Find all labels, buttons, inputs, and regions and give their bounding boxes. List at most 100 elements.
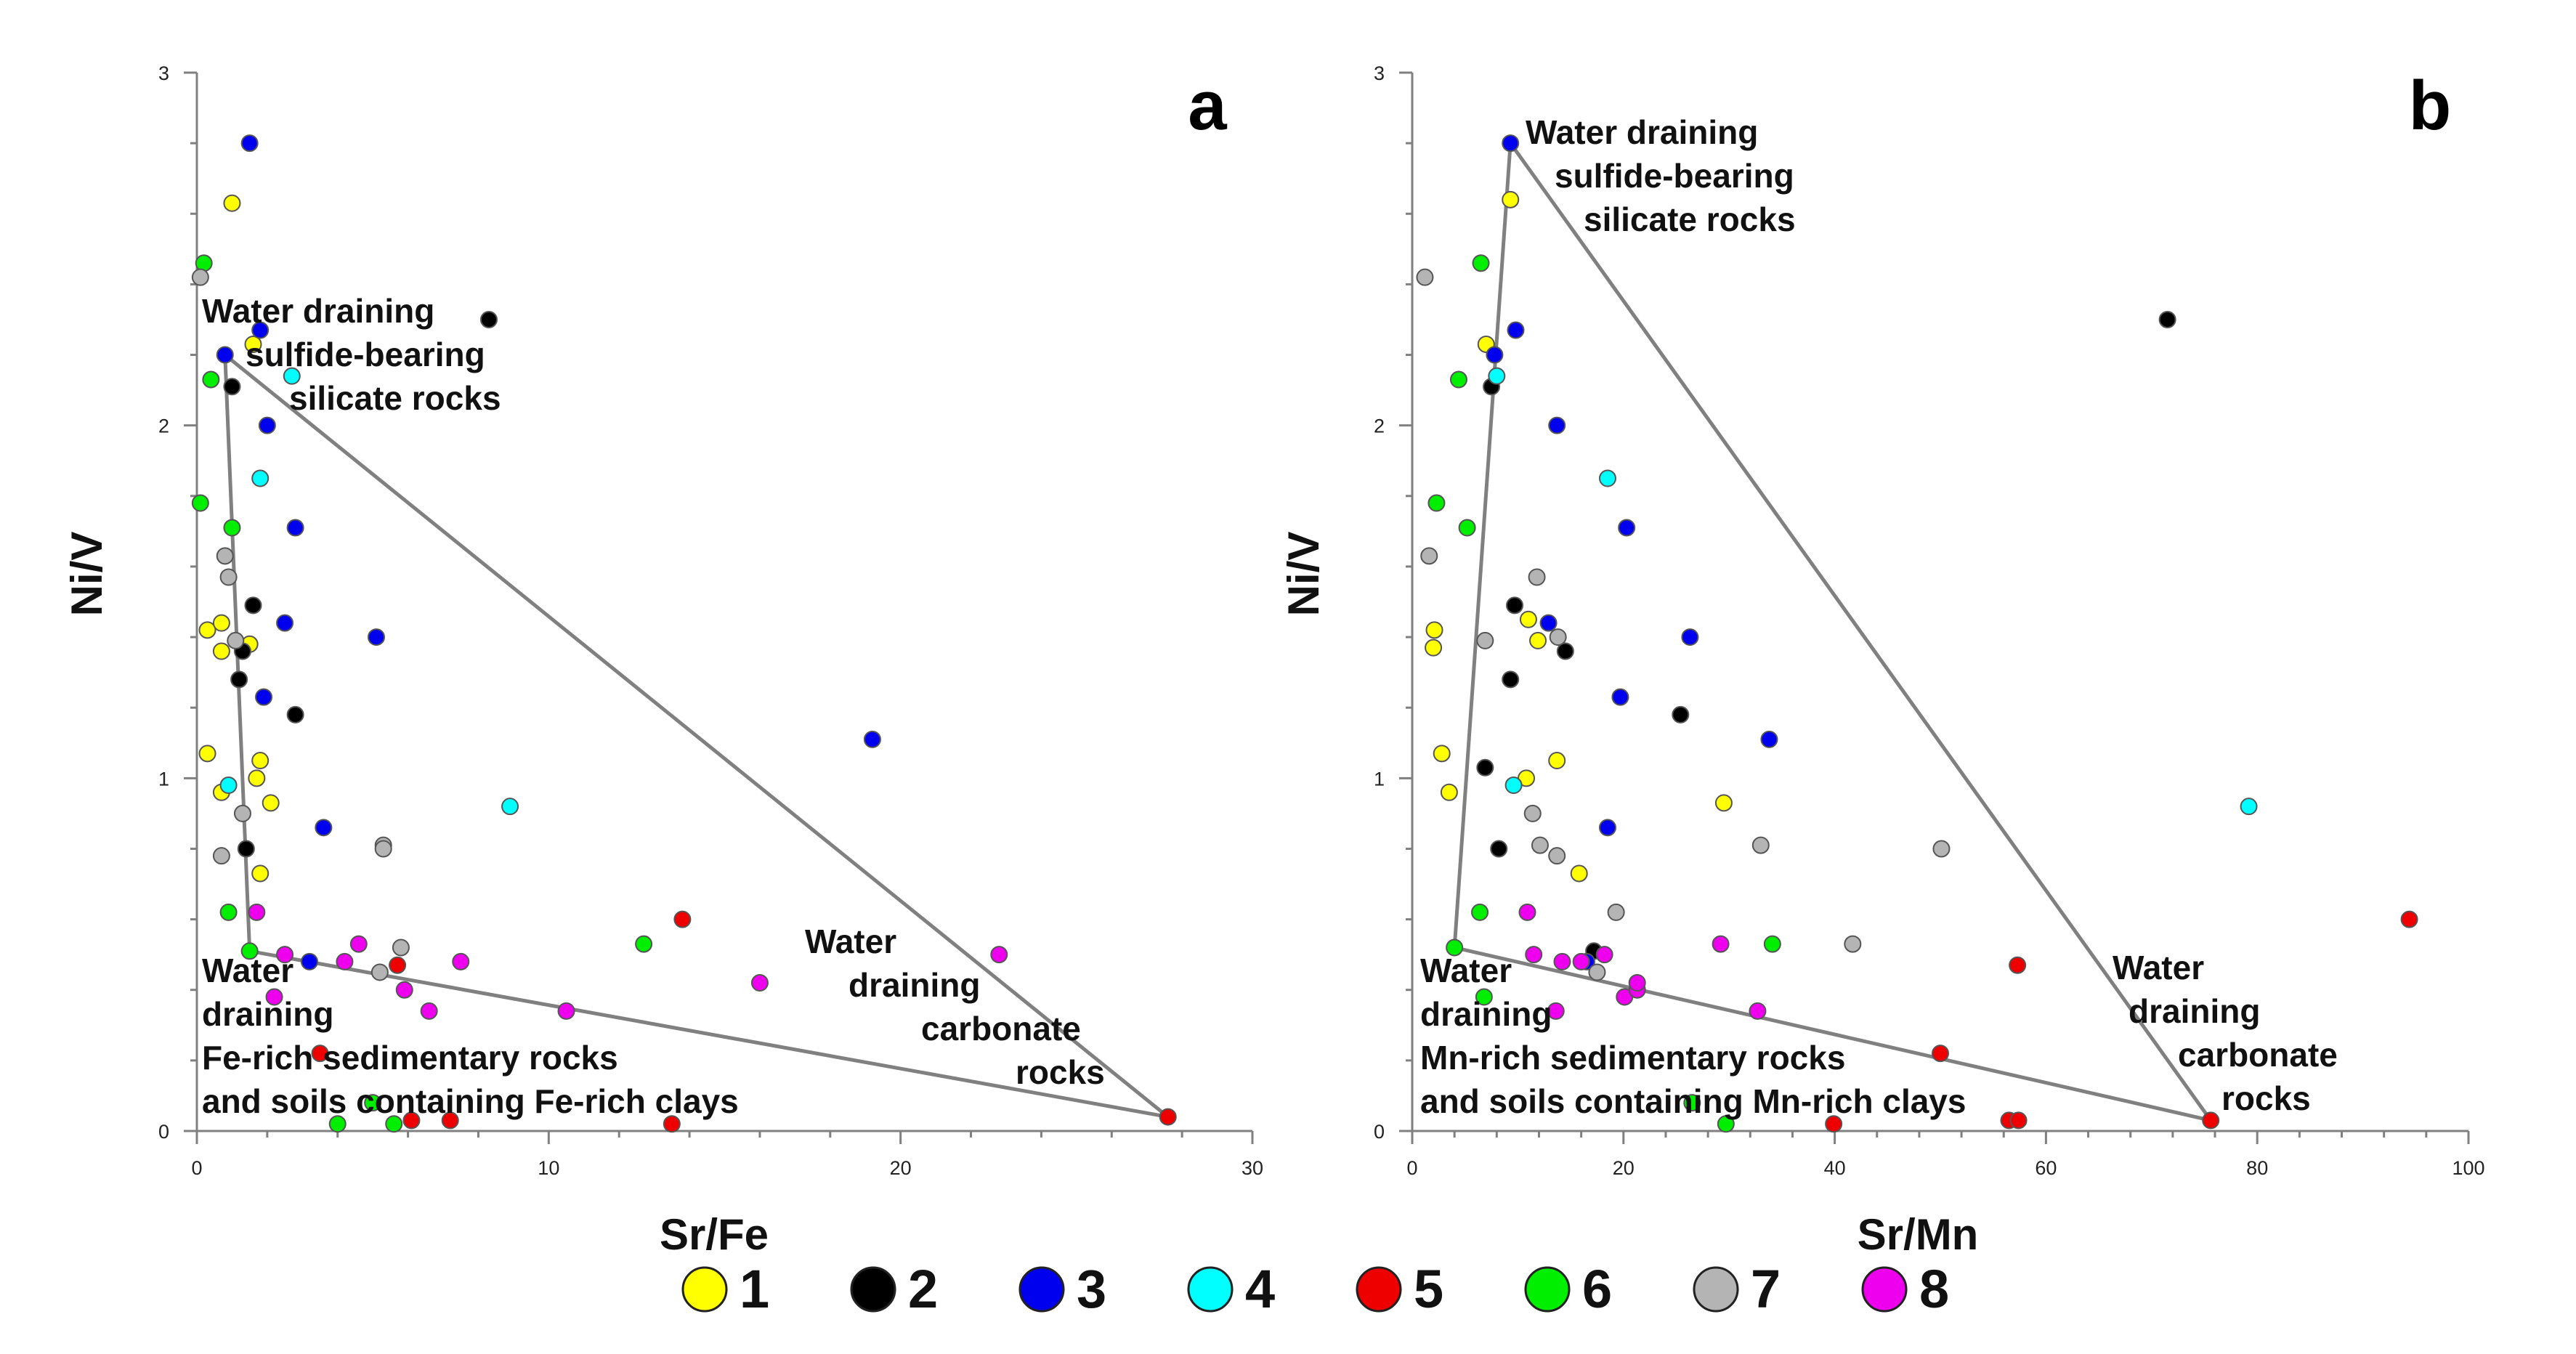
annotation-line: Water draining <box>1526 113 1758 151</box>
data-point-group-4 <box>1504 777 1523 795</box>
legend-item-8: 8 <box>1861 1259 1949 1319</box>
panel-a-xlabel: Sr/Fe <box>660 1210 769 1259</box>
data-point-group-3 <box>1548 416 1566 434</box>
data-point-group-2 <box>479 310 498 328</box>
data-point-group-1 <box>223 194 241 212</box>
data-point-group-8 <box>1712 935 1730 953</box>
data-point-group-2 <box>230 670 248 689</box>
data-point-group-7 <box>216 547 234 565</box>
y-tick-label: 0 <box>1374 1121 1385 1143</box>
data-point-group-3 <box>258 416 276 434</box>
data-point-group-3 <box>1539 614 1558 632</box>
legend-label: 7 <box>1751 1259 1781 1319</box>
data-point-group-8 <box>1525 946 1543 964</box>
data-point-group-1 <box>244 335 262 353</box>
data-point-group-4 <box>2240 798 2258 816</box>
data-point-group-5 <box>673 910 692 928</box>
legend-marker <box>1018 1266 1065 1313</box>
data-point-group-3 <box>1681 628 1699 646</box>
data-point-group-3 <box>315 819 333 837</box>
data-point-group-2 <box>1556 642 1574 660</box>
data-point-group-6 <box>219 903 238 921</box>
annotation-line: silicate rocks <box>289 379 501 417</box>
x-tick-label: 60 <box>2035 1157 2057 1179</box>
data-point-group-7 <box>1420 547 1438 565</box>
data-point-group-6 <box>1717 1115 1735 1133</box>
legend-marker <box>1861 1266 1908 1313</box>
data-point-group-5 <box>402 1111 421 1130</box>
data-point-group-5 <box>389 956 407 974</box>
legend-marker <box>1693 1266 1739 1313</box>
annotation-line: carbonate <box>921 1010 1081 1047</box>
data-point-group-6 <box>1446 939 1464 957</box>
data-point-group-1 <box>1714 794 1733 812</box>
panel-b-letter: b <box>2409 67 2452 145</box>
data-point-group-5 <box>2009 956 2027 974</box>
legend-item-1: 1 <box>681 1259 769 1319</box>
legend-marker <box>1356 1266 1402 1313</box>
data-point-group-6 <box>223 519 241 537</box>
data-point-group-8 <box>1595 946 1613 964</box>
x-tick-label: 20 <box>890 1157 912 1179</box>
panel-b-annotation-mn-rich: Water draining Mn-rich sedimentary rocks… <box>1420 952 1966 1120</box>
panel-b-annotation-sulfide: Water draining sulfide-bearing silicate … <box>1526 113 1804 238</box>
panel-b-xlabel: Sr/Mn <box>1858 1210 1979 1259</box>
data-point-group-2 <box>237 840 255 858</box>
boundary-triangle <box>1452 142 2216 1124</box>
panel-a: 0 10 20 30 0 1 2 3 <box>158 62 1263 1179</box>
data-point-group-5 <box>1159 1108 1177 1126</box>
y-tick-label: 3 <box>1374 62 1385 84</box>
data-point-group-8 <box>265 988 283 1006</box>
legend-label: 4 <box>1245 1259 1275 1319</box>
data-point-group-7 <box>219 568 238 586</box>
legend-marker <box>1524 1266 1571 1313</box>
legend-label: 8 <box>1919 1259 1949 1319</box>
annotation-line: Water <box>202 952 293 989</box>
data-point-group-7 <box>212 847 230 865</box>
data-point-group-3 <box>240 134 259 153</box>
data-point-group-2 <box>1490 840 1508 858</box>
legend-marker <box>681 1266 728 1313</box>
legend-item-7: 7 <box>1693 1259 1781 1319</box>
data-point-group-3 <box>1760 730 1778 748</box>
x-tick-label: 20 <box>1613 1157 1635 1179</box>
data-point-group-3 <box>1611 688 1629 706</box>
data-point-group-4 <box>1488 367 1506 385</box>
data-point-group-2 <box>2158 310 2176 328</box>
legend-item-2: 2 <box>850 1259 938 1319</box>
panel-b-ylabel: Ni/V <box>1279 532 1328 617</box>
legend-label: 3 <box>1077 1259 1106 1319</box>
annotation-line: draining <box>202 995 333 1033</box>
legend-label: 5 <box>1414 1259 1443 1319</box>
data-point-group-5 <box>2202 1111 2220 1130</box>
data-point-group-1 <box>251 752 270 770</box>
annotation-line: and soils containing Mn-rich clays <box>1420 1082 1966 1120</box>
data-point-group-1 <box>251 864 270 883</box>
annotation-line: Fe-rich sedimentary rocks <box>202 1039 618 1077</box>
data-point-group-8 <box>1553 952 1571 970</box>
data-point-group-4 <box>283 367 301 385</box>
data-point-group-5 <box>2009 1111 2028 1130</box>
data-point-group-7 <box>1531 836 1549 854</box>
data-point-group-7 <box>1844 935 1862 953</box>
data-point-group-7 <box>392 939 410 957</box>
data-point-group-7 <box>374 840 392 858</box>
data-point-group-8 <box>248 903 266 921</box>
data-point-group-8 <box>420 1002 438 1020</box>
data-point-group-6 <box>1458 519 1476 537</box>
data-point-group-6 <box>195 254 213 272</box>
data-point-group-7 <box>1523 804 1542 822</box>
data-point-group-8 <box>1628 974 1646 992</box>
data-point-group-3 <box>1618 519 1636 537</box>
panel-b-annotation-carbonate: Water draining carbonate rocks <box>2113 949 2347 1117</box>
data-point-group-6 <box>1475 988 1493 1006</box>
data-point-group-1 <box>198 621 216 639</box>
data-point-group-8 <box>990 946 1008 964</box>
data-point-group-7 <box>1548 847 1566 865</box>
data-point-group-2 <box>1502 670 1520 689</box>
annotation-line: sulfide-bearing <box>1555 157 1794 195</box>
data-point-group-8 <box>452 952 470 970</box>
data-point-group-3 <box>276 614 294 632</box>
data-point-group-8 <box>1572 952 1590 970</box>
